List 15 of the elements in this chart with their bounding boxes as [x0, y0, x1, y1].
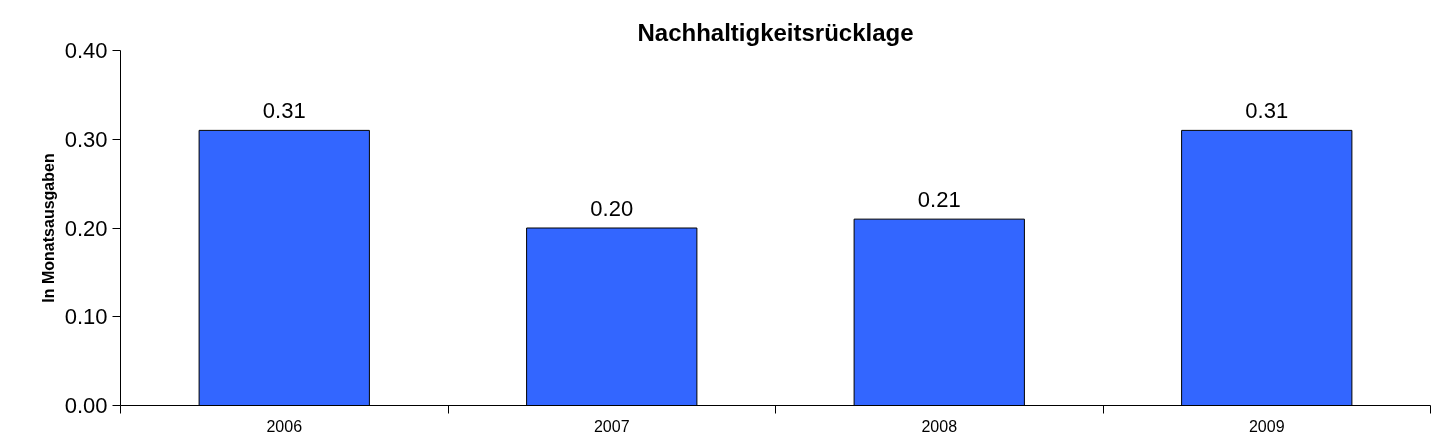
- y-tick-label: 0.40: [64, 38, 108, 63]
- x-tick-label: 2006: [266, 417, 303, 435]
- y-tick-label: 0.20: [64, 215, 108, 241]
- x-tick-label: 2007: [593, 417, 630, 435]
- data-label: 0.31: [262, 98, 306, 124]
- y-axis-title: In Monatsausgaben: [39, 153, 57, 303]
- data-label: 0.20: [590, 196, 634, 221]
- y-tick-label: 0.00: [64, 393, 108, 418]
- x-tick-label: 2009: [1248, 417, 1285, 435]
- data-label: 0.31: [1245, 98, 1289, 124]
- chart-title: Nachhaltigkeitsrücklage: [637, 18, 914, 46]
- y-tick-label: 0.10: [64, 304, 108, 330]
- y-tick-label: 0.30: [64, 126, 108, 152]
- data-label: 0.21: [917, 187, 961, 213]
- x-tick-label: 2008: [921, 417, 958, 435]
